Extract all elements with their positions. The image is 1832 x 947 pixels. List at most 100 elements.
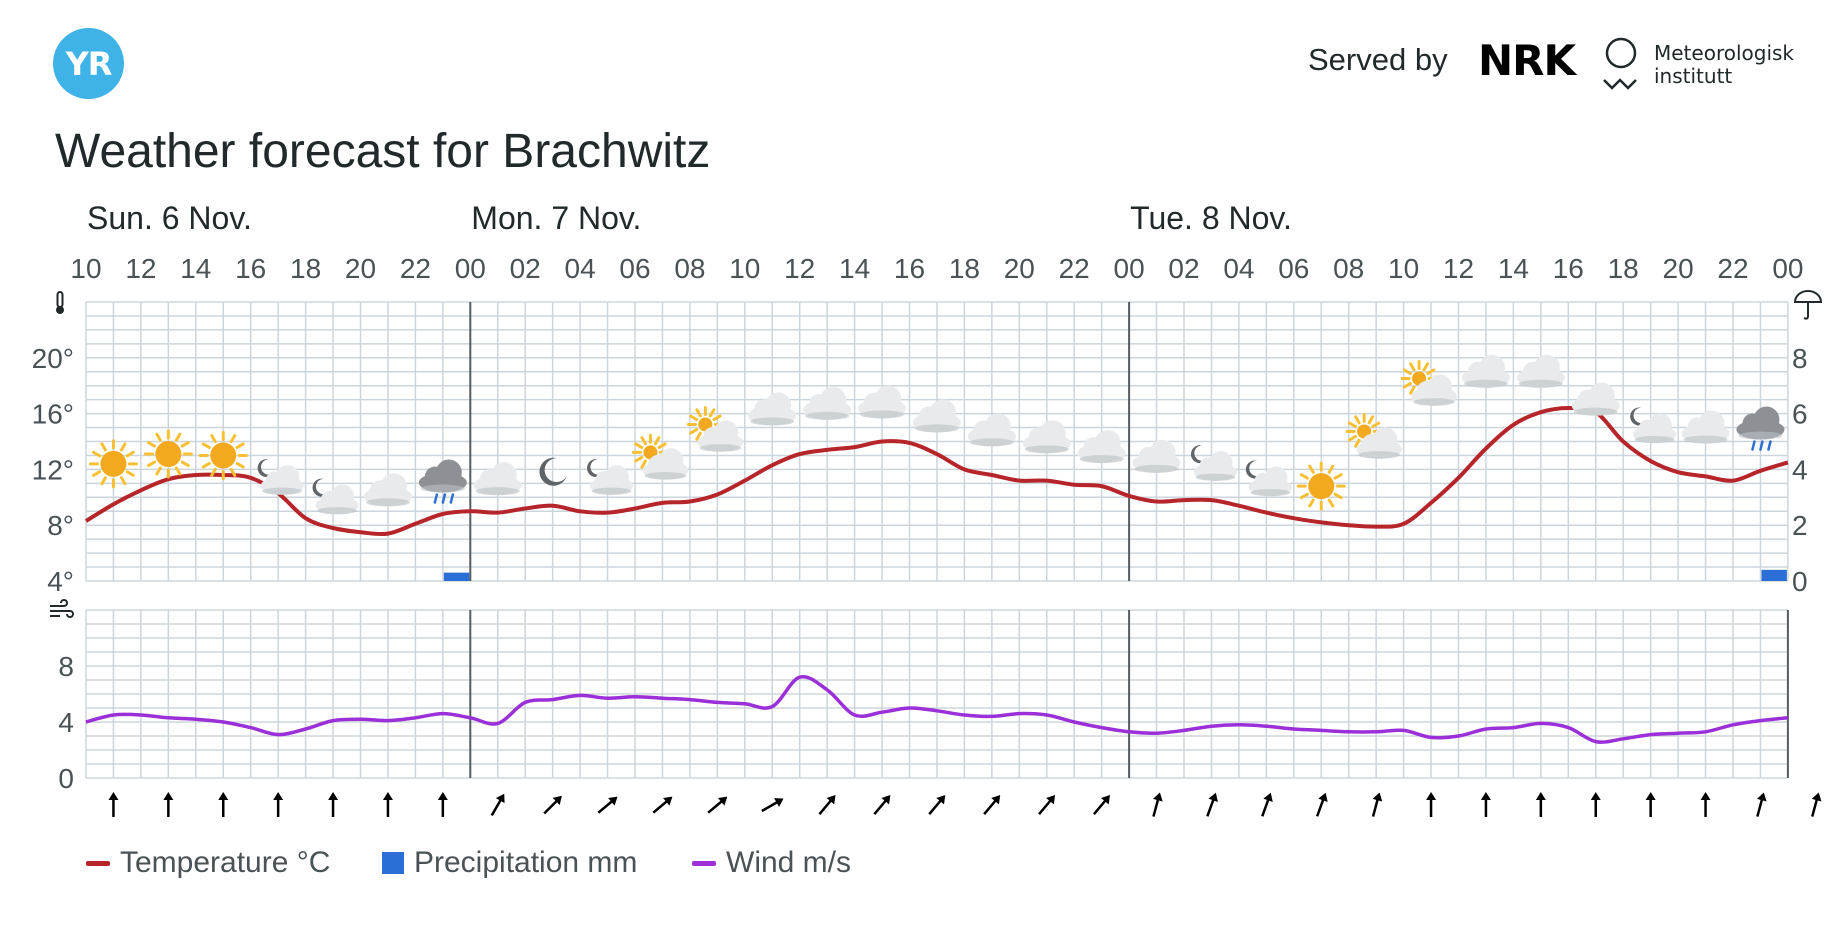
sun-weather-icon — [143, 429, 193, 479]
wind-direction-arrow-icon — [983, 795, 1001, 815]
wind-direction-arrow-icon — [652, 796, 673, 814]
hour-tick-label: 20 — [1004, 253, 1035, 284]
wind-direction-arrow-icon — [1480, 792, 1491, 817]
cloud-weather-icon — [1571, 382, 1620, 416]
legend-temperature[interactable]: Temperature °C — [86, 846, 330, 880]
hour-tick-label: 20 — [1663, 253, 1694, 284]
wind-direction-arrow-icon — [1756, 792, 1767, 817]
wind-direction-arrow-icon — [543, 795, 562, 815]
wind-tick-label: 8 — [58, 651, 74, 682]
wind-direction-arrow-icon — [1535, 792, 1546, 817]
hour-tick-label: 22 — [1717, 253, 1748, 284]
wind-direction-arrow-icon — [1700, 792, 1711, 817]
precipitation-bar — [443, 572, 470, 581]
cloud-weather-icon — [473, 462, 522, 496]
hour-tick-label: 10 — [729, 253, 760, 284]
nrk-logo[interactable]: NRK — [1478, 36, 1576, 85]
legend-wind-swatch — [692, 860, 716, 866]
sun-weather-icon — [1296, 461, 1346, 511]
hour-tick-label: 18 — [1608, 253, 1639, 284]
hour-tick-label: 18 — [949, 253, 980, 284]
wind-direction-arrow-icon — [761, 798, 784, 813]
hour-tick-label: 02 — [1168, 253, 1199, 284]
wind-direction-arrow-icon — [163, 792, 174, 817]
moon-cloud-weather-icon — [1245, 460, 1292, 497]
moon-cloud-weather-icon — [587, 459, 634, 495]
wind-direction-arrow-icon — [597, 796, 618, 814]
cloud-weather-icon — [1022, 420, 1071, 454]
wind-tick-label: 4 — [58, 707, 74, 738]
wind-direction-arrow-icon — [1371, 792, 1383, 817]
hour-tick-label: 12 — [125, 253, 156, 284]
hour-tick-label: 06 — [1278, 253, 1309, 284]
precipitation-tick-label: 2 — [1792, 510, 1808, 541]
legend-wind-label: Wind m/s — [726, 846, 852, 879]
met-institute-name[interactable]: Meteorologisk institutt — [1654, 42, 1794, 88]
wind-direction-arrow-icon — [1261, 792, 1273, 817]
hour-tick-label: 22 — [1059, 253, 1090, 284]
page-title: Weather forecast for Brachwitz — [55, 125, 711, 178]
cloud-weather-icon — [748, 392, 797, 426]
cloud-weather-icon — [803, 386, 852, 420]
yr-logo[interactable]: YR — [53, 28, 124, 99]
hour-tick-label: 16 — [235, 253, 266, 284]
day-label: Mon. 7 Nov. — [471, 200, 641, 236]
hour-tick-label: 14 — [839, 253, 870, 284]
temperature-line — [84, 405, 1789, 537]
temperature-tick-label: 20° — [32, 343, 74, 374]
wind-direction-arrow-icon — [1645, 792, 1656, 817]
precipitation-tick-label: 4 — [1792, 454, 1808, 485]
moon-weather-icon — [539, 457, 567, 486]
cloud-weather-icon — [1132, 439, 1181, 473]
wind-direction-arrow-icon — [218, 792, 229, 817]
cloud-weather-icon — [363, 473, 412, 507]
sun-cloud-weather-icon — [1345, 413, 1402, 459]
legend-temperature-swatch — [86, 860, 110, 866]
cloud-weather-icon — [858, 385, 907, 419]
sun-cloud-weather-icon — [686, 406, 744, 452]
hour-tick-label: 00 — [1772, 253, 1803, 284]
hour-tick-label: 20 — [345, 253, 376, 284]
hour-tick-label: 08 — [1333, 253, 1364, 284]
temperature-tick-label: 4° — [47, 566, 74, 597]
precipitation-bar — [1761, 569, 1787, 581]
hour-tick-label: 22 — [400, 253, 431, 284]
hour-tick-label: 10 — [70, 253, 101, 284]
wind-direction-arrow-icon — [873, 795, 891, 815]
day-label: Sun. 6 Nov. — [87, 200, 252, 236]
precipitation-tick-label: 0 — [1792, 566, 1808, 597]
cloud-weather-icon — [1077, 430, 1126, 464]
hour-tick-label: 14 — [1498, 253, 1529, 284]
hour-tick-label: 04 — [565, 253, 596, 284]
wind-direction-arrow-icon — [818, 795, 836, 815]
wind-line — [85, 674, 1789, 744]
day-label: Tue. 8 Nov. — [1130, 200, 1292, 236]
legend-wind[interactable]: Wind m/s — [692, 846, 851, 880]
met-institute-logo-icon — [1603, 37, 1637, 90]
wind-direction-arrow-icon — [437, 792, 448, 817]
wind-direction-arrow-icon — [1206, 792, 1218, 817]
wind-direction-arrow-icon — [1152, 792, 1163, 817]
thermometer-icon — [56, 291, 64, 314]
sun-cloud-weather-icon — [1400, 359, 1457, 406]
legend-precipitation[interactable]: Precipitation mm — [382, 846, 637, 880]
wind-direction-arrow-icon — [490, 793, 505, 817]
wind-direction-arrow-icon — [928, 795, 946, 815]
legend-precipitation-swatch — [382, 852, 404, 874]
served-by-label: Served by — [1308, 42, 1448, 77]
sun-weather-icon — [88, 439, 138, 489]
legend-precipitation-label: Precipitation mm — [414, 846, 638, 879]
met-line-2: institutt — [1654, 64, 1733, 88]
hour-tick-label: 02 — [510, 253, 541, 284]
wind-direction-arrow-icon — [1811, 792, 1822, 817]
cloud-weather-icon — [1681, 410, 1730, 444]
hour-tick-label: 14 — [180, 253, 211, 284]
sun-weather-icon — [198, 430, 248, 480]
wind-direction-arrow-icon — [707, 796, 728, 814]
hour-tick-label: 06 — [619, 253, 650, 284]
moon-cloud-weather-icon — [1630, 407, 1677, 444]
temperature-tick-label: 8° — [47, 510, 74, 541]
wind-direction-arrow-icon — [108, 792, 119, 817]
wind-direction-arrow-icon — [1590, 792, 1601, 817]
